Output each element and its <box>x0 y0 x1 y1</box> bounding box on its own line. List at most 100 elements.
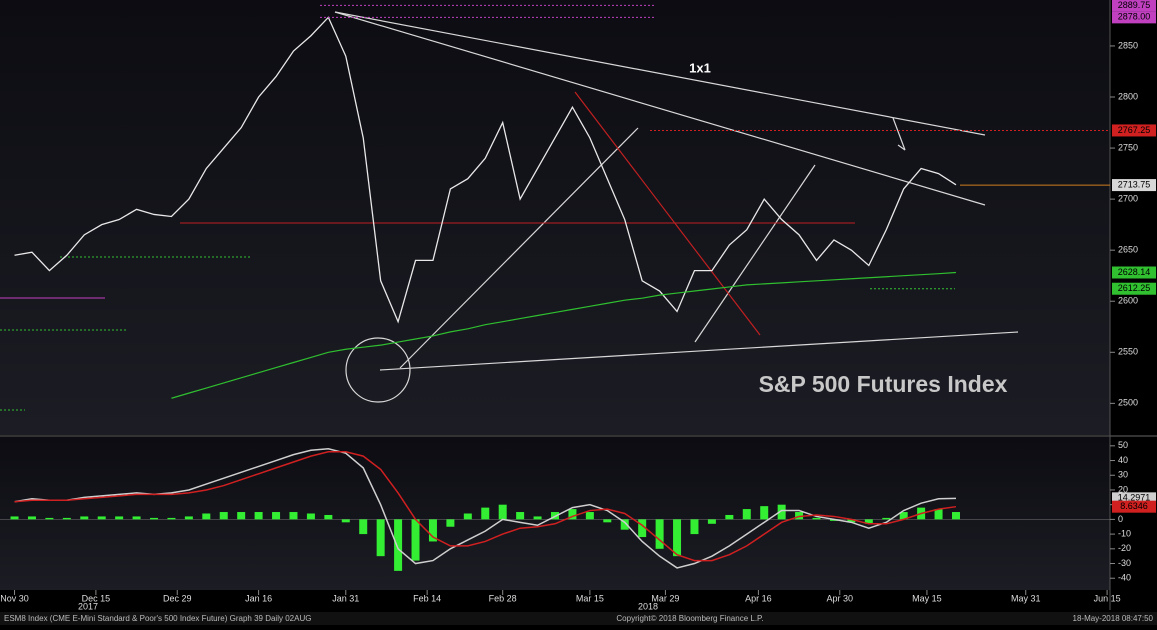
histogram-bar <box>289 512 298 520</box>
y-tick-label: 2500 <box>1118 398 1138 408</box>
y-tick-label: 20 <box>1118 484 1128 494</box>
histogram-bar <box>272 512 281 520</box>
histogram-bar <box>202 513 211 520</box>
x-tick-label: Dec 29 <box>163 593 192 603</box>
price-tag <box>1112 0 1156 12</box>
histogram-bar <box>341 519 350 523</box>
histogram-bar <box>516 512 525 520</box>
x-tick-label: Apr 30 <box>826 593 853 603</box>
series-line <box>14 450 957 562</box>
price-tag <box>1112 282 1156 295</box>
annotation: 1x1 <box>689 60 711 75</box>
price-tag-label: 2878.00 <box>1118 12 1151 22</box>
y-tick-label: 2550 <box>1118 347 1138 357</box>
histogram-bar <box>27 516 36 520</box>
x-tick-label: May 15 <box>912 593 942 603</box>
histogram-bar <box>847 519 856 523</box>
histogram-bar <box>463 513 472 520</box>
y-tick-label: 2800 <box>1118 91 1138 101</box>
price-tag-label: 2713.75 <box>1118 179 1151 189</box>
year-label: 2017 <box>78 601 98 611</box>
histogram-bar <box>359 519 368 535</box>
price-tag <box>1112 179 1156 192</box>
y-tick-label: -20 <box>1118 543 1131 553</box>
y-tick-label: 2750 <box>1118 142 1138 152</box>
histogram-bar <box>376 519 385 557</box>
arrow <box>897 144 906 151</box>
year-label: 2018 <box>638 601 658 611</box>
histogram-bar <box>655 519 664 549</box>
footer-left: ESM8 Index (CME E-Mini Standard & Poor's… <box>4 614 311 623</box>
value-tag-label: 14.2971 <box>1118 493 1151 503</box>
trend-line <box>379 331 1019 371</box>
histogram-bar <box>306 513 315 520</box>
x-tick-label: May 31 <box>1011 593 1041 603</box>
histogram-bar <box>498 504 507 520</box>
histogram-bar <box>132 516 141 520</box>
price-tag-label: 2889.75 <box>1118 0 1151 10</box>
price-tag <box>1112 266 1156 279</box>
histogram-bar <box>777 504 786 520</box>
y-tick-label: 2700 <box>1118 193 1138 203</box>
histogram-bar <box>150 517 159 520</box>
y-tick-label: 0 <box>1118 514 1123 524</box>
histogram-bar <box>673 519 682 557</box>
y-tick-label: 40 <box>1118 455 1128 465</box>
histogram-bar <box>115 516 124 520</box>
series-line <box>14 448 957 569</box>
histogram-bar <box>446 519 455 527</box>
histogram-bar <box>80 516 89 520</box>
histogram-bar <box>864 519 873 524</box>
histogram-bar <box>237 512 246 520</box>
y-tick-label: -30 <box>1118 558 1131 568</box>
trend-line <box>574 91 761 336</box>
y-tick-label: -40 <box>1118 573 1131 583</box>
price-panel <box>0 0 1110 435</box>
x-tick-label: Mar 15 <box>576 593 604 603</box>
histogram-bar <box>62 517 71 520</box>
histogram-bar <box>324 514 333 520</box>
trend-line <box>334 11 986 136</box>
trend-lines <box>334 11 1019 403</box>
footer-center: Copyright© 2018 Bloomberg Finance L.P. <box>616 614 763 623</box>
histogram-bar <box>620 519 629 530</box>
x-tick-label: Jan 31 <box>332 593 359 603</box>
price-tag-label: 2628.14 <box>1118 267 1151 277</box>
histogram-bar <box>167 517 176 520</box>
histogram-bar <box>707 519 716 524</box>
y-tick-label: 2600 <box>1118 296 1138 306</box>
histogram-bar <box>97 516 106 520</box>
histogram-bar <box>725 514 734 520</box>
price-tag-label: 2767.25 <box>1118 125 1151 135</box>
histogram-bar <box>394 519 403 571</box>
histogram-bar <box>742 509 751 520</box>
value-tag-label: 8.6346 <box>1120 501 1148 511</box>
histogram-bar <box>899 512 908 520</box>
histogram-bar <box>428 519 437 542</box>
histogram-bar <box>812 517 821 520</box>
histogram-bar <box>690 519 699 535</box>
x-tick-label: Feb 28 <box>489 593 517 603</box>
histogram-bar <box>219 512 228 520</box>
footer-right: 18-May-2018 08:47:50 <box>1073 614 1154 623</box>
y-tick-label: 2850 <box>1118 40 1138 50</box>
value-tag <box>1112 500 1156 513</box>
histogram-bar <box>882 517 891 520</box>
trend-line <box>694 164 816 343</box>
series-line <box>14 16 957 324</box>
histogram-bar <box>411 519 420 561</box>
x-tick-label: Jun 15 <box>1094 593 1121 603</box>
histogram-bar <box>585 512 594 520</box>
histogram-bar <box>568 509 577 520</box>
histogram-bar <box>45 517 54 520</box>
highlight-circle <box>345 337 411 403</box>
price-tag <box>1112 124 1156 137</box>
price-tag-label: 2612.25 <box>1118 283 1151 293</box>
trend-line <box>399 127 639 369</box>
histogram-bar <box>184 516 193 520</box>
x-tick-label: Dec 15 <box>82 593 111 603</box>
footer-bar <box>0 612 1157 625</box>
chart-title: S&P 500 Futures Index <box>759 371 1008 397</box>
